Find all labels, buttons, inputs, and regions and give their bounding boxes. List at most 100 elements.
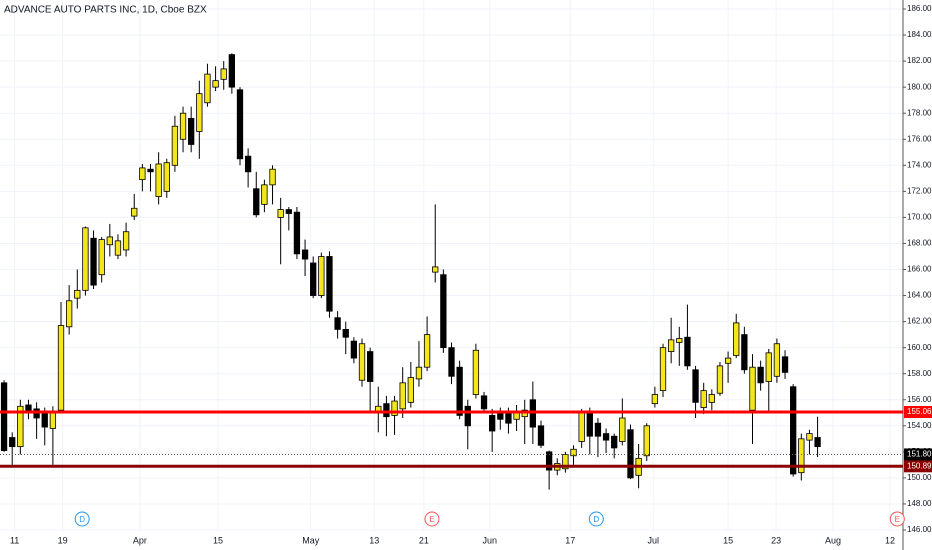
candle-body xyxy=(106,236,113,246)
candle-body xyxy=(285,209,292,214)
candle-body xyxy=(537,425,545,446)
candle-body xyxy=(480,395,488,410)
candle-body xyxy=(147,168,154,173)
candle-body xyxy=(220,68,227,80)
candle-body xyxy=(277,209,284,218)
candle-body xyxy=(724,357,732,364)
candle-body xyxy=(17,405,24,448)
x-tick-label: May xyxy=(302,535,320,545)
candle-body xyxy=(757,366,764,384)
y-tick-label: 182.00 xyxy=(907,56,932,65)
candle-body xyxy=(350,340,358,359)
candle-body xyxy=(798,438,805,474)
level-label: 150.89 xyxy=(907,461,932,470)
x-tick-label: Jul xyxy=(647,535,659,545)
candle-body xyxy=(619,417,626,442)
y-tick-label: 172.00 xyxy=(907,186,932,195)
candle-body xyxy=(163,162,170,192)
candle-body xyxy=(310,262,317,296)
candle-body xyxy=(188,118,195,145)
candle-body xyxy=(814,437,821,448)
x-tick-label: 12 xyxy=(885,535,895,545)
candle-body xyxy=(456,366,463,416)
candle-body xyxy=(90,237,97,286)
x-tick-label: Jun xyxy=(482,535,497,545)
chart-title: ADVANCE AUTO PARTS INC, 1D, Cboe BZX xyxy=(4,5,207,16)
x-tick-label: 15 xyxy=(213,535,223,545)
candle-body xyxy=(155,163,162,197)
y-tick-label: 168.00 xyxy=(907,239,932,248)
candle-body xyxy=(497,412,504,420)
candle-body xyxy=(676,338,683,343)
y-tick-label: 186.00 xyxy=(907,4,932,13)
grid-layer xyxy=(0,0,903,532)
candle-body xyxy=(611,435,618,449)
candle-body xyxy=(212,80,219,88)
candle-body xyxy=(627,429,634,479)
x-tick-label: 17 xyxy=(565,535,575,545)
candle-body xyxy=(131,207,138,217)
y-tick-label: 156.00 xyxy=(907,395,932,404)
y-tick-label: 174.00 xyxy=(907,160,932,169)
event-marker xyxy=(588,511,604,527)
candle-body xyxy=(570,448,577,457)
y-tick-label: 178.00 xyxy=(907,108,932,117)
candle-body xyxy=(269,168,276,186)
event-label: D xyxy=(79,515,85,524)
candle-body xyxy=(651,394,659,405)
candle-body xyxy=(415,366,423,380)
candle-body xyxy=(57,325,65,411)
candle-body xyxy=(9,437,16,448)
candle-body xyxy=(171,125,179,166)
candle-body xyxy=(0,382,8,451)
x-tick-label: 13 xyxy=(369,535,379,545)
candle-body xyxy=(318,256,325,296)
event-marker xyxy=(889,511,905,527)
candle-body xyxy=(472,349,480,395)
y-tick-label: 160.00 xyxy=(907,343,932,352)
y-tick-label: 166.00 xyxy=(907,265,932,274)
candle-body xyxy=(765,352,772,382)
candle-body xyxy=(122,231,130,251)
candle-body xyxy=(790,386,797,475)
y-tick-label: 170.00 xyxy=(907,213,932,222)
candle-body xyxy=(602,433,610,441)
candle-body xyxy=(594,422,602,437)
event-marker xyxy=(74,511,90,527)
candle-body xyxy=(423,334,431,368)
candle-body xyxy=(513,412,520,420)
y-tick-label: 176.00 xyxy=(907,134,932,143)
level-tag xyxy=(904,460,932,473)
candle-body xyxy=(692,369,699,403)
candle-body xyxy=(139,167,146,181)
candle-body xyxy=(261,184,268,205)
candle-body xyxy=(74,289,81,299)
candle-body xyxy=(562,454,569,470)
candle-body xyxy=(334,317,341,330)
candle-body xyxy=(700,390,707,408)
candle-body xyxy=(196,93,203,132)
y-tick-label: 184.00 xyxy=(907,30,932,39)
candle-body xyxy=(741,334,748,371)
candle-body xyxy=(432,266,439,273)
level-tag xyxy=(904,405,932,418)
candle-body xyxy=(505,412,512,424)
x-tick-label: 23 xyxy=(771,535,781,545)
candle-body xyxy=(228,54,236,88)
candle-body xyxy=(391,400,398,416)
event-label: E xyxy=(429,515,434,524)
candle-body xyxy=(293,211,301,255)
candle-body xyxy=(114,240,122,256)
candle-body xyxy=(708,394,715,403)
candle-body xyxy=(806,433,813,441)
candle-body xyxy=(733,322,740,356)
last-price-tag xyxy=(904,448,932,461)
y-tick-label: 146.00 xyxy=(907,525,932,534)
candle-body xyxy=(749,366,756,411)
candle-body xyxy=(667,339,675,352)
candle-body xyxy=(399,382,406,410)
event-marker xyxy=(424,511,440,527)
x-tick-label: Aug xyxy=(825,535,841,545)
x-tick-label: 15 xyxy=(723,535,733,545)
